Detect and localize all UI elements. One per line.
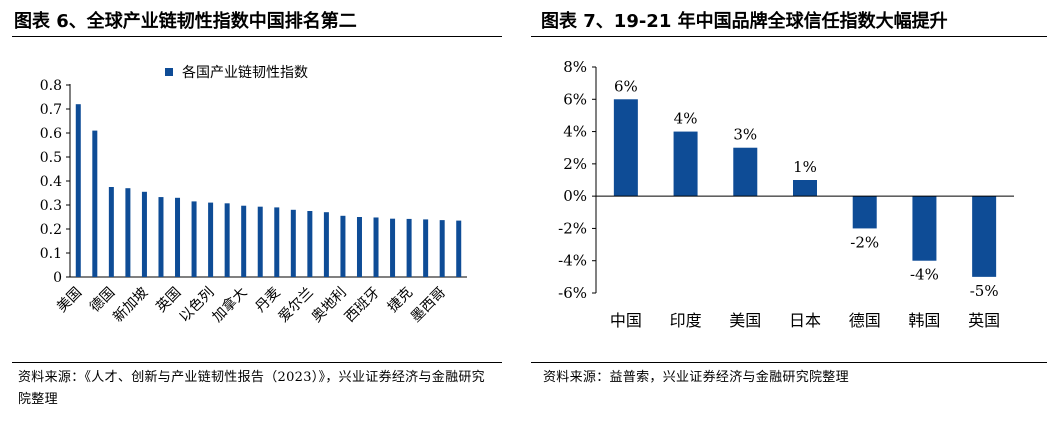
bar-country	[307, 211, 313, 277]
y-tick-label: 0.7	[40, 102, 62, 118]
bar-country	[912, 196, 937, 261]
bar-country	[141, 191, 147, 277]
y-tick-label: 0.6	[40, 126, 62, 142]
bar-country	[793, 180, 817, 197]
bar-country	[456, 220, 462, 277]
data-label: 1%	[793, 158, 817, 176]
data-label: 3%	[733, 126, 757, 144]
y-tick-label: 0.3	[40, 198, 62, 214]
y-tick-label: 2%	[563, 155, 587, 173]
x-tick-label: 新加坡	[110, 285, 151, 326]
x-tick-label: 韩国	[908, 311, 940, 330]
bar-country	[423, 219, 429, 277]
legend-swatch	[165, 68, 173, 76]
x-tick-label: 墨西哥	[408, 285, 449, 326]
y-tick-label: -6%	[558, 284, 587, 302]
x-tick-label: 德国	[849, 311, 881, 330]
bar-country	[208, 202, 214, 277]
brand-trust-chart: -6% -4% -2% 0% 2% 4% 6% 8% 6% 中国 4% 印度 3% 美国 1% 日本 -2% 德国…	[558, 58, 1014, 330]
x-tick-label: 中国	[610, 311, 642, 330]
x-tick-label: 印度	[670, 311, 702, 330]
x-tick-label: 英国	[968, 311, 1000, 330]
x-tick-label: 奥地利	[308, 284, 350, 326]
data-label: 4%	[674, 110, 698, 128]
y-tick-label: 0.5	[40, 150, 62, 166]
x-tick-label: 日本	[789, 311, 821, 330]
y-tick-label: -4%	[558, 252, 587, 270]
y-tick-label: 8%	[563, 58, 587, 76]
bar-country	[125, 188, 131, 277]
bar-country	[241, 205, 247, 277]
data-label: -2%	[850, 233, 879, 251]
x-tick-label: 西班牙	[342, 285, 383, 326]
left-source-rule	[12, 362, 502, 363]
right-panel: 图表 7、19-21 年中国品牌全球信任指数大幅提升 -6% -4% -2% 0% 2%…	[531, 0, 1047, 423]
x-tick-label: 爱尔兰	[276, 285, 317, 326]
bar-country	[972, 196, 997, 277]
bar-country	[158, 197, 164, 277]
bar-country	[75, 104, 81, 277]
bar-country	[439, 220, 445, 277]
left-panel: 图表 6、全球产业链韧性指数中国排名第二 0 0.1 0.2 0.3 0.4 0.5 0.6…	[0, 0, 503, 423]
bar-country	[290, 209, 296, 277]
bar-country	[340, 215, 346, 277]
bar-country	[274, 207, 280, 277]
left-source-note: 资料来源：《人才、创新与产业链韧性报告（2023）》，兴业证券经济与金融研究院整…	[18, 370, 485, 407]
right-chart-title: 图表 7、19-21 年中国品牌全球信任指数大幅提升	[541, 11, 948, 32]
y-tick-label: 0.2	[40, 222, 62, 238]
bar-country	[373, 217, 379, 277]
right-source-note: 资料来源：益普索，兴业证券经济与金融研究院整理	[543, 370, 849, 385]
bar-country	[224, 203, 230, 277]
bar-country	[175, 197, 181, 277]
bar-country	[852, 196, 877, 229]
bar-country	[613, 99, 638, 197]
y-tick-label: 0.4	[40, 174, 62, 190]
legend-label: 各国产业链韧性指数	[182, 65, 308, 81]
left-chart-title: 图表 6、全球产业链韧性指数中国排名第二	[14, 11, 357, 32]
bar-country	[356, 217, 362, 277]
left-title-rule	[12, 36, 502, 37]
y-tick-label: 0	[53, 270, 62, 286]
bar-country	[257, 206, 263, 277]
data-label: -5%	[970, 282, 999, 300]
bar-country	[108, 187, 114, 277]
bar-country	[673, 131, 698, 197]
bar-country	[733, 147, 758, 197]
data-label: -4%	[910, 266, 939, 284]
x-tick-label: 以色列	[176, 284, 218, 326]
bar-country	[406, 218, 412, 277]
data-label: 6%	[614, 77, 638, 95]
x-tick-label: 美国	[54, 285, 85, 316]
y-tick-label: 0%	[563, 187, 587, 205]
right-source-rule	[531, 362, 1047, 363]
y-tick-label: -2%	[558, 219, 587, 237]
y-tick-label: 6%	[563, 90, 587, 108]
bar-country	[323, 212, 329, 277]
bar-country	[92, 130, 98, 277]
x-tick-label: 加拿大	[209, 284, 251, 326]
y-tick-label: 4%	[563, 123, 587, 141]
bar-country	[191, 201, 197, 277]
bar-country	[390, 218, 396, 277]
y-tick-label: 0.8	[40, 78, 62, 94]
x-tick-label: 美国	[729, 311, 761, 330]
right-title-rule	[531, 36, 1047, 37]
y-tick-label: 0.1	[40, 246, 62, 262]
